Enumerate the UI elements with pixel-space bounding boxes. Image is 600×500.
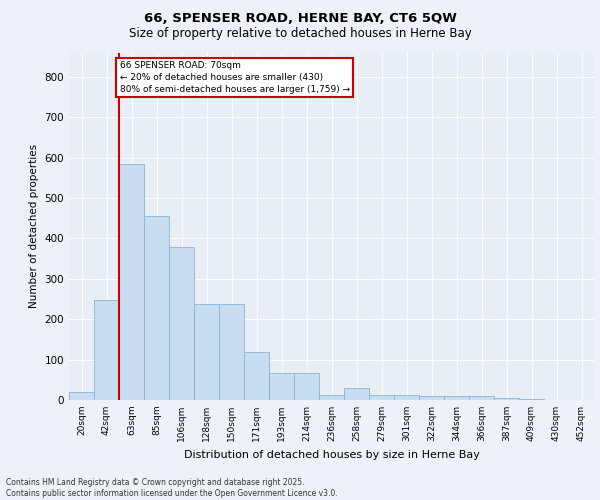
Bar (269, 372, 294, 400)
Bar (94, 300, 119, 400)
Text: 66 SPENSER ROAD: 70sqm
← 20% of detached houses are smaller (430)
80% of semi-de: 66 SPENSER ROAD: 70sqm ← 20% of detached… (119, 62, 350, 94)
Bar (444, 396, 469, 400)
Text: Contains HM Land Registry data © Crown copyright and database right 2025.
Contai: Contains HM Land Registry data © Crown c… (6, 478, 338, 498)
Bar (119, 164, 144, 400)
Bar (219, 304, 244, 400)
Bar (244, 352, 269, 400)
Bar (519, 399, 544, 400)
Bar (369, 394, 394, 400)
Bar (194, 304, 219, 400)
Bar (144, 216, 169, 400)
Bar (319, 394, 344, 400)
Bar (344, 388, 369, 400)
Bar (169, 248, 194, 400)
Text: Size of property relative to detached houses in Herne Bay: Size of property relative to detached ho… (128, 28, 472, 40)
X-axis label: Distribution of detached houses by size in Herne Bay: Distribution of detached houses by size … (184, 450, 479, 460)
Bar (469, 396, 494, 400)
Bar (419, 396, 444, 400)
Y-axis label: Number of detached properties: Number of detached properties (29, 144, 39, 308)
Bar (494, 398, 519, 400)
Bar (394, 394, 419, 400)
Bar (294, 372, 319, 400)
Text: 66, SPENSER ROAD, HERNE BAY, CT6 5QW: 66, SPENSER ROAD, HERNE BAY, CT6 5QW (143, 12, 457, 26)
Bar (69, 392, 94, 400)
